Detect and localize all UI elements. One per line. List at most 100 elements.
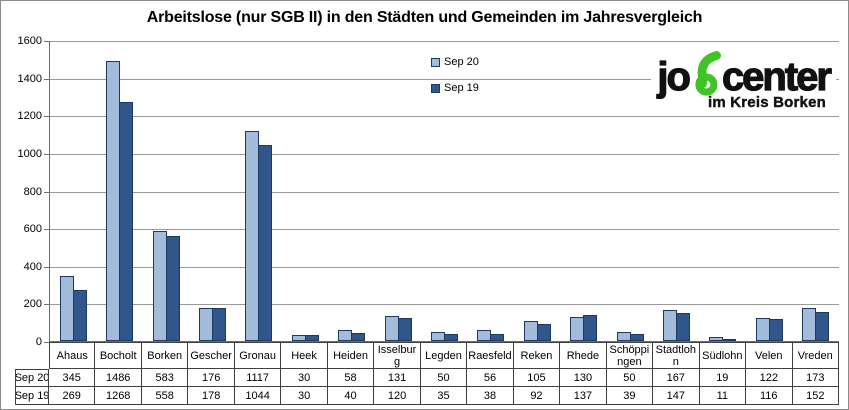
- gridline-1000: [50, 154, 839, 155]
- bar-sep19-stadtlohn: [675, 313, 690, 341]
- table-header-velen: Velen: [746, 342, 793, 369]
- table-value-sep19-heek: 30: [281, 387, 328, 405]
- bar-sep19-gronau: [258, 145, 273, 341]
- table-value-sep19-raesfeld: 38: [467, 387, 514, 405]
- y-tick-label: 1200: [17, 110, 42, 122]
- table-value-sep20-gescher: 176: [188, 369, 235, 387]
- table-value-sep19-borken: 558: [141, 387, 189, 405]
- table-header-legden: Legden: [420, 342, 468, 369]
- table-header-borken: Borken: [141, 342, 189, 369]
- table-value-sep19-isselburg: 120: [374, 387, 421, 405]
- y-tick: [44, 154, 50, 155]
- bar-sep20-heek: [291, 335, 306, 341]
- y-tick-label: 600: [23, 223, 42, 235]
- bar-group-schöppingen: [607, 41, 653, 341]
- table-value-sep19-reken: 92: [513, 387, 561, 405]
- chart-title: Arbeitslose (nur SGB II) in den Städten …: [146, 9, 703, 26]
- table-value-sep20-südlohn: 19: [699, 369, 747, 387]
- logo-text-right: center: [721, 55, 832, 99]
- logo-text-left: jo: [657, 55, 692, 99]
- bar-group-legden: [421, 41, 467, 341]
- bar-sep19-heek: [304, 335, 319, 341]
- bar-sep19-schöppingen: [629, 334, 644, 341]
- y-tick: [44, 267, 50, 268]
- bar-sep19-borken: [165, 236, 180, 341]
- bar-sep19-bocholt: [119, 102, 134, 341]
- y-tick-label: 0: [35, 336, 42, 348]
- table-value-sep19-ahaus: 269: [49, 387, 96, 405]
- logo-subtitle: im Kreis Borken: [707, 94, 826, 111]
- bar-sep20-ahaus: [59, 276, 74, 341]
- table-header-ahaus: Ahaus: [49, 342, 96, 369]
- table-value-sep19-bocholt: 1268: [95, 387, 142, 405]
- table-value-sep20-isselburg: 131: [374, 369, 421, 387]
- y-tick-label: 200: [23, 298, 42, 310]
- legend-item-sep20: Sep 20: [431, 56, 479, 69]
- jobcenter-logo: jo center im Kreis Borken: [651, 51, 836, 113]
- table-header-stadtlohn: Stadtlohn: [653, 342, 700, 369]
- bar-group-reken: [514, 41, 560, 341]
- legend-swatch-sep19: [431, 84, 440, 93]
- bar-group-borken: [143, 41, 189, 341]
- gridline-1600: [50, 41, 839, 42]
- bar-group-gescher: [189, 41, 235, 341]
- bar-group-rhede: [560, 41, 606, 341]
- y-tick: [44, 79, 50, 80]
- table-value-sep20-stadtlohn: 167: [653, 369, 700, 387]
- table-value-sep19-heiden: 40: [327, 387, 375, 405]
- bar-sep20-südlohn: [709, 337, 724, 341]
- table-header-gescher: Gescher: [188, 342, 235, 369]
- table-value-sep20-velen: 122: [746, 369, 793, 387]
- bar-series: [50, 41, 839, 341]
- table-header-gronau: Gronau: [234, 342, 282, 369]
- bar-group-heek: [282, 41, 328, 341]
- y-tick: [44, 229, 50, 230]
- gridline-200: [50, 304, 839, 305]
- legend-label-sep19: Sep 19: [444, 82, 479, 94]
- gridline-1400: [50, 79, 839, 80]
- gridline-400: [50, 267, 839, 268]
- table-value-sep20-rhede: 130: [560, 369, 607, 387]
- table-value-sep19-stadtlohn: 147: [653, 387, 700, 405]
- legend: Sep 20 Sep 19: [431, 56, 479, 108]
- table-value-sep19-gescher: 178: [188, 387, 235, 405]
- logo-wordmark: jo center: [657, 51, 833, 99]
- table-row-label-sep20: Sep 20: [15, 369, 49, 387]
- y-tick-label: 800: [23, 186, 42, 198]
- y-tick: [44, 41, 50, 42]
- bar-sep20-velen: [755, 318, 770, 341]
- plot-area: 0 200 400 600 800 1000 1200 1400 1600: [18, 35, 839, 348]
- bar-sep19-reken: [536, 324, 551, 341]
- bar-sep20-bocholt: [106, 61, 121, 341]
- table-header-vreden: Vreden: [792, 342, 839, 369]
- bar-sep19-ahaus: [72, 290, 87, 341]
- bar-group-südlohn: [700, 41, 746, 341]
- table-value-sep20-bocholt: 1486: [95, 369, 142, 387]
- y-tick: [44, 342, 50, 343]
- table-value-sep19-gronau: 1044: [234, 387, 282, 405]
- y-tick: [44, 116, 50, 117]
- table-row-label-sep19: Sep 19: [15, 387, 49, 405]
- table-value-sep19-schöppingen: 39: [606, 387, 654, 405]
- bar-group-gronau: [236, 41, 282, 341]
- table-header-rhede: Rhede: [560, 342, 607, 369]
- table-value-sep20-raesfeld: 56: [467, 369, 514, 387]
- table-value-sep19-velen: 116: [746, 387, 793, 405]
- table-value-sep20-heiden: 58: [327, 369, 375, 387]
- table-value-sep20-heek: 30: [281, 369, 328, 387]
- bar-sep20-schöppingen: [616, 332, 631, 341]
- table-header-heek: Heek: [281, 342, 328, 369]
- y-tick-label: 1600: [17, 35, 42, 47]
- bar-group-velen: [746, 41, 792, 341]
- table-value-sep20-gronau: 1117: [234, 369, 282, 387]
- bar-sep20-vreden: [802, 308, 817, 341]
- bar-sep19-velen: [768, 319, 783, 341]
- table-value-sep20-vreden: 173: [792, 369, 839, 387]
- gridline-1200: [50, 116, 839, 117]
- table-header-schöppingen: Schöppingen: [606, 342, 654, 369]
- bar-group-ahaus: [50, 41, 96, 341]
- y-tick: [44, 304, 50, 305]
- table-header-bocholt: Bocholt: [95, 342, 142, 369]
- bar-sep20-borken: [152, 231, 167, 341]
